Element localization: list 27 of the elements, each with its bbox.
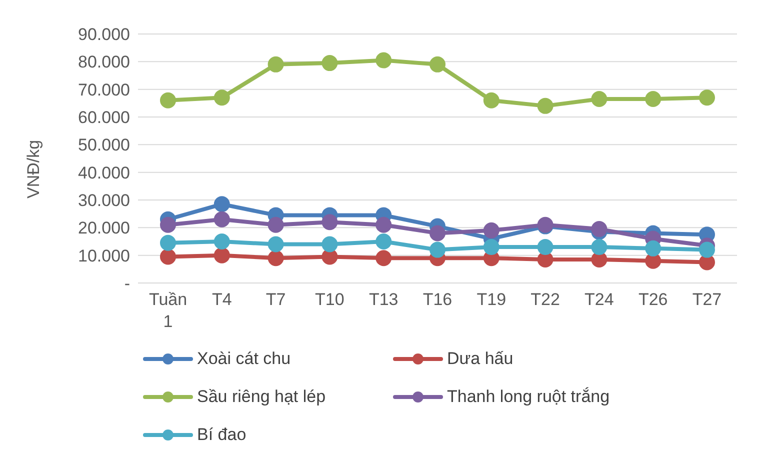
x-tick-label: T27 (692, 290, 722, 309)
legend-label: Bí đao (197, 425, 246, 445)
y-tick-label: 30.000 (78, 191, 130, 210)
y-tick-label: - (124, 274, 130, 294)
legend-label: Dưa hấu (447, 349, 514, 369)
x-tick-label: T10 (315, 290, 344, 309)
y-tick-label: 20.000 (78, 218, 130, 238)
x-tick-label: Tuần 1 (148, 290, 188, 331)
legend-label: Thanh long ruột trắng (447, 387, 610, 407)
x-tick-label: T16 (422, 290, 452, 309)
y-tick-label: 50.000 (78, 136, 130, 155)
y-axis-title: VNĐ/kg (24, 140, 44, 198)
legend-label: Sầu riêng hạt lép (197, 387, 326, 407)
y-tick-label: 40.000 (78, 163, 130, 182)
x-tick-label: T22 (530, 290, 560, 309)
x-tick-label: T4 (212, 290, 232, 309)
x-tick-label: T24 (584, 290, 614, 309)
legend-label: Xoài cát chu (197, 349, 291, 369)
y-tick-label: 80.000 (78, 52, 130, 72)
x-tick-label: T26 (638, 290, 668, 309)
y-tick-label: 60.000 (78, 108, 130, 128)
y-tick-label: 70.000 (78, 80, 130, 100)
x-tick-label: T7 (266, 290, 286, 309)
y-tick-label: 10.000 (78, 246, 130, 266)
y-tick-label: 90.000 (78, 25, 130, 44)
x-tick-label: T13 (368, 290, 398, 309)
x-tick-label: T19 (476, 290, 506, 309)
